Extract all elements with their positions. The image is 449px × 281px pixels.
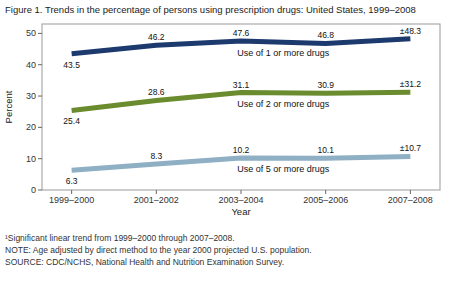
y-tick (38, 64, 42, 65)
x-tick (156, 190, 157, 194)
data-label: 10.2 (233, 145, 250, 155)
y-tick-label: 50 (26, 28, 36, 38)
y-tick-label: 10 (26, 154, 36, 164)
lines (72, 39, 411, 171)
data-label: 10.1 (317, 145, 334, 155)
plot-frame (42, 24, 440, 190)
y-tick-label: 30 (26, 91, 36, 101)
data-label: 6.3 (66, 176, 78, 186)
x-tick (241, 190, 242, 194)
data-label: 47.6 (233, 28, 250, 38)
chart: Figure 1. Trends in the percentage of pe… (0, 0, 449, 281)
data-label: 25.4 (63, 116, 80, 126)
y-tick (38, 190, 42, 191)
data-label: ±10.7 (400, 143, 421, 153)
y-tick-label: 20 (26, 122, 36, 132)
x-tick-label: 2001–2002 (134, 195, 179, 205)
y-tick-label: 0 (31, 185, 36, 195)
data-label: 8.3 (150, 151, 162, 161)
footnote: NOTE: Age adjusted by direct method to t… (5, 245, 312, 255)
data-label: ±48.3 (400, 26, 421, 36)
x-tick (71, 190, 72, 194)
x-tick-label: 2005–2006 (303, 195, 348, 205)
series-name: Use of 2 or more drugs (237, 99, 330, 109)
title: Figure 1. Trends in the percentage of pe… (5, 4, 416, 15)
data-label: 46.8 (317, 30, 334, 40)
footnote: SOURCE: CDC/NCHS, National Health and Nu… (5, 257, 284, 267)
x-tick-label: 2003–2004 (218, 195, 263, 205)
y-tick (38, 127, 42, 128)
x-tick (410, 190, 411, 194)
x-tick (325, 190, 326, 194)
y-tick (38, 33, 42, 34)
y-tick (38, 96, 42, 97)
data-label: 30.9 (317, 80, 334, 90)
y-tick (38, 158, 42, 159)
series-name: Use of 1 or more drugs (237, 48, 330, 58)
background (0, 0, 449, 281)
data-label: 31.1 (233, 80, 250, 90)
data-label: 46.2 (148, 32, 165, 42)
x-axis-label: Year (231, 206, 250, 217)
data-label: ±31.2 (400, 79, 421, 89)
x-tick-label: 2007–2008 (388, 195, 433, 205)
footnote: ¹Significant linear trend from 1999–2000… (5, 233, 235, 243)
y-axis-label: Percent (3, 90, 14, 123)
data-label: 28.6 (148, 87, 165, 97)
data-label: 43.5 (63, 60, 80, 70)
series-name: Use of 5 or more drugs (237, 164, 330, 174)
y-tick-label: 40 (26, 60, 36, 70)
x-tick-label: 1999–2000 (49, 195, 94, 205)
series-line (72, 92, 411, 110)
